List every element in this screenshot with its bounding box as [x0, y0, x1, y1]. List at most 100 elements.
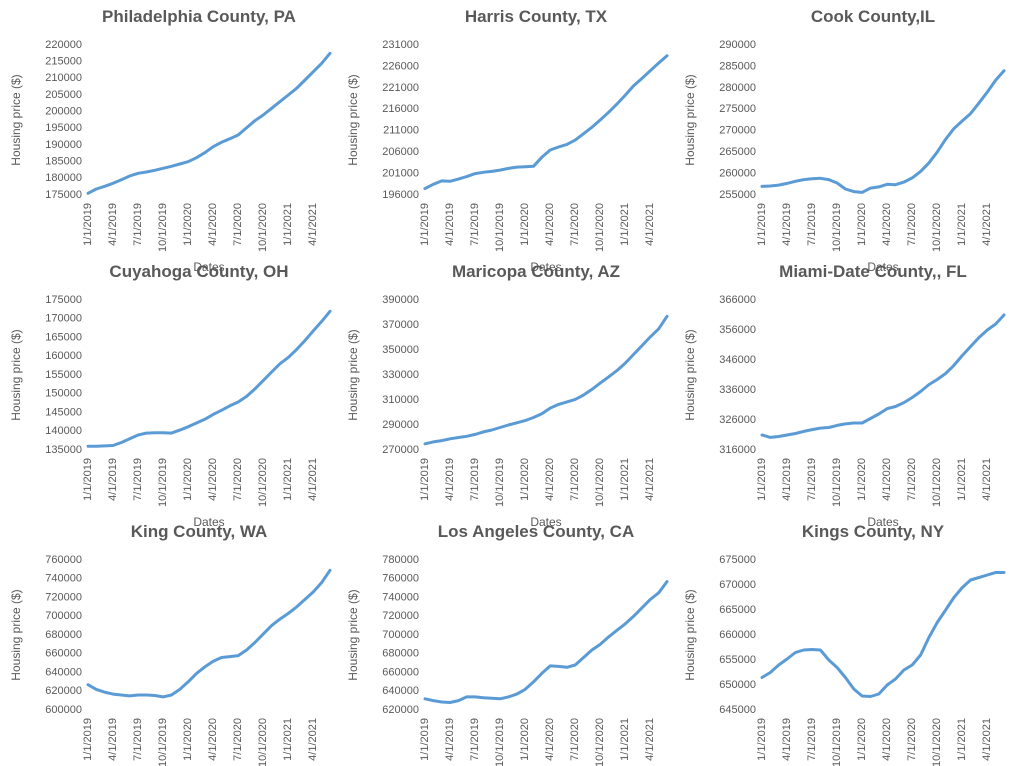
x-tick-label: 7/1/2019	[132, 718, 144, 761]
y-tick-label: 195000	[45, 122, 82, 134]
y-tick-label: 255000	[719, 189, 756, 201]
x-tick-label: 10/1/2020	[594, 203, 606, 252]
y-tick-label: 220000	[45, 39, 82, 51]
x-tick-label: 1/1/2019	[419, 203, 431, 246]
chart-title: King County, WA	[131, 522, 268, 541]
y-tick-label: 140000	[45, 425, 82, 437]
x-tick-label: 1/1/2021	[619, 203, 631, 246]
y-tick-label: 640000	[382, 685, 419, 697]
x-tick-label: 10/1/2019	[157, 458, 169, 507]
y-tick-label: 346000	[719, 354, 756, 366]
y-tick-label: 150000	[45, 388, 82, 400]
y-tick-label: 720000	[382, 610, 419, 622]
y-tick-label: 640000	[45, 666, 82, 678]
y-tick-label: 270000	[382, 444, 419, 456]
x-tick-label: 10/1/2020	[931, 203, 943, 252]
y-tick-label: 660000	[719, 629, 756, 641]
chart-panel: Los Angeles County, CA 620000 640000 660000…	[346, 522, 669, 766]
line	[760, 571, 1006, 698]
x-tick-label: 7/1/2019	[806, 203, 818, 246]
y-tick-label: 310000	[382, 394, 419, 406]
x-tick-label: 7/1/2019	[469, 203, 481, 246]
x-tick-label: 1/1/2020	[182, 203, 194, 246]
x-axis-label: Dates	[193, 515, 224, 529]
x-tick-label: 7/1/2020	[569, 718, 581, 761]
x-tick-label: 1/1/2021	[282, 718, 294, 761]
y-tick-label: 190000	[45, 139, 82, 151]
y-tick-label: 660000	[45, 648, 82, 660]
x-tick-label: 10/1/2020	[257, 718, 269, 766]
x-tick-label: 4/1/2021	[644, 718, 656, 761]
y-tick-label: 700000	[382, 629, 419, 641]
line	[86, 309, 332, 448]
x-tick-label: 4/1/2021	[307, 203, 319, 246]
x-axis-label: Dates	[530, 260, 561, 274]
x-tick-label: 7/1/2020	[232, 458, 244, 501]
chart-title: Maricopa County, AZ	[452, 262, 620, 281]
y-tick-label: 165000	[45, 331, 82, 343]
y-tick-label: 200000	[45, 106, 82, 118]
y-tick-label: 226000	[382, 60, 419, 72]
y-tick-label: 265000	[719, 146, 756, 158]
y-tick-label: 330000	[382, 369, 419, 381]
x-tick-label: 1/1/2020	[182, 718, 194, 761]
y-tick-label: 175000	[45, 294, 82, 306]
x-tick-label: 7/1/2019	[132, 458, 144, 501]
x-tick-label: 7/1/2020	[569, 458, 581, 501]
x-axis-label: Dates	[193, 260, 224, 274]
x-tick-label: 1/1/2021	[282, 203, 294, 246]
x-tick-label: 10/1/2019	[831, 458, 843, 507]
line	[423, 314, 669, 446]
x-tick-label: 7/1/2020	[569, 203, 581, 246]
chart-title: Miami-Date County,, FL	[779, 262, 967, 281]
x-tick-label: 7/1/2020	[906, 203, 918, 246]
y-tick-label: 390000	[382, 294, 419, 306]
x-tick-label: 1/1/2021	[956, 203, 968, 246]
y-axis-label: Housing price ($)	[9, 74, 23, 165]
y-tick-label: 180000	[45, 172, 82, 184]
y-tick-label: 316000	[719, 444, 756, 456]
x-tick-label: 4/1/2019	[781, 718, 793, 761]
y-tick-label: 350000	[382, 344, 419, 356]
x-tick-label: 4/1/2021	[307, 458, 319, 501]
x-tick-label: 7/1/2020	[906, 458, 918, 501]
line	[423, 580, 669, 704]
x-tick-label: 7/1/2019	[469, 718, 481, 761]
x-axis-label: Dates	[530, 515, 561, 529]
chart-panel: Maricopa County, AZ 270000 290000 310000 330…	[346, 262, 669, 529]
x-axis-label: Dates	[867, 260, 898, 274]
chart-title: Cuyahoga County, OH	[109, 262, 288, 281]
x-tick-label: 4/1/2019	[107, 718, 119, 761]
x-tick-label: 1/1/2019	[756, 203, 768, 246]
x-tick-label: 4/1/2019	[781, 458, 793, 501]
x-tick-label: 4/1/2021	[307, 718, 319, 761]
x-tick-label: 7/1/2019	[132, 203, 144, 246]
y-tick-label: 600000	[45, 704, 82, 716]
chart-title: Philadelphia County, PA	[102, 7, 296, 26]
x-tick-label: 4/1/2020	[207, 458, 219, 501]
x-axis-label: Dates	[867, 515, 898, 529]
line	[423, 54, 669, 191]
y-axis-label: Housing price ($)	[9, 329, 23, 420]
y-tick-label: 260000	[719, 167, 756, 179]
x-tick-label: 4/1/2021	[644, 203, 656, 246]
y-tick-label: 201000	[382, 167, 419, 179]
x-tick-label: 10/1/2019	[494, 203, 506, 252]
y-axis-label: Housing price ($)	[346, 589, 360, 680]
chart-panel: Miami-Date County,, FL 316000 326000 336000…	[683, 262, 1006, 529]
y-tick-label: 620000	[45, 685, 82, 697]
y-tick-label: 145000	[45, 406, 82, 418]
line	[86, 51, 332, 195]
x-tick-label: 4/1/2021	[981, 458, 993, 501]
y-tick-label: 645000	[719, 704, 756, 716]
y-tick-label: 370000	[382, 319, 419, 331]
x-tick-label: 4/1/2020	[544, 458, 556, 501]
x-tick-label: 7/1/2019	[806, 458, 818, 501]
x-tick-label: 4/1/2019	[107, 458, 119, 501]
x-tick-label: 4/1/2021	[644, 458, 656, 501]
y-tick-label: 211000	[383, 125, 419, 137]
x-tick-label: 4/1/2020	[881, 203, 893, 246]
x-tick-label: 4/1/2021	[981, 203, 993, 246]
y-tick-label: 700000	[45, 610, 82, 622]
x-tick-label: 4/1/2019	[444, 203, 456, 246]
